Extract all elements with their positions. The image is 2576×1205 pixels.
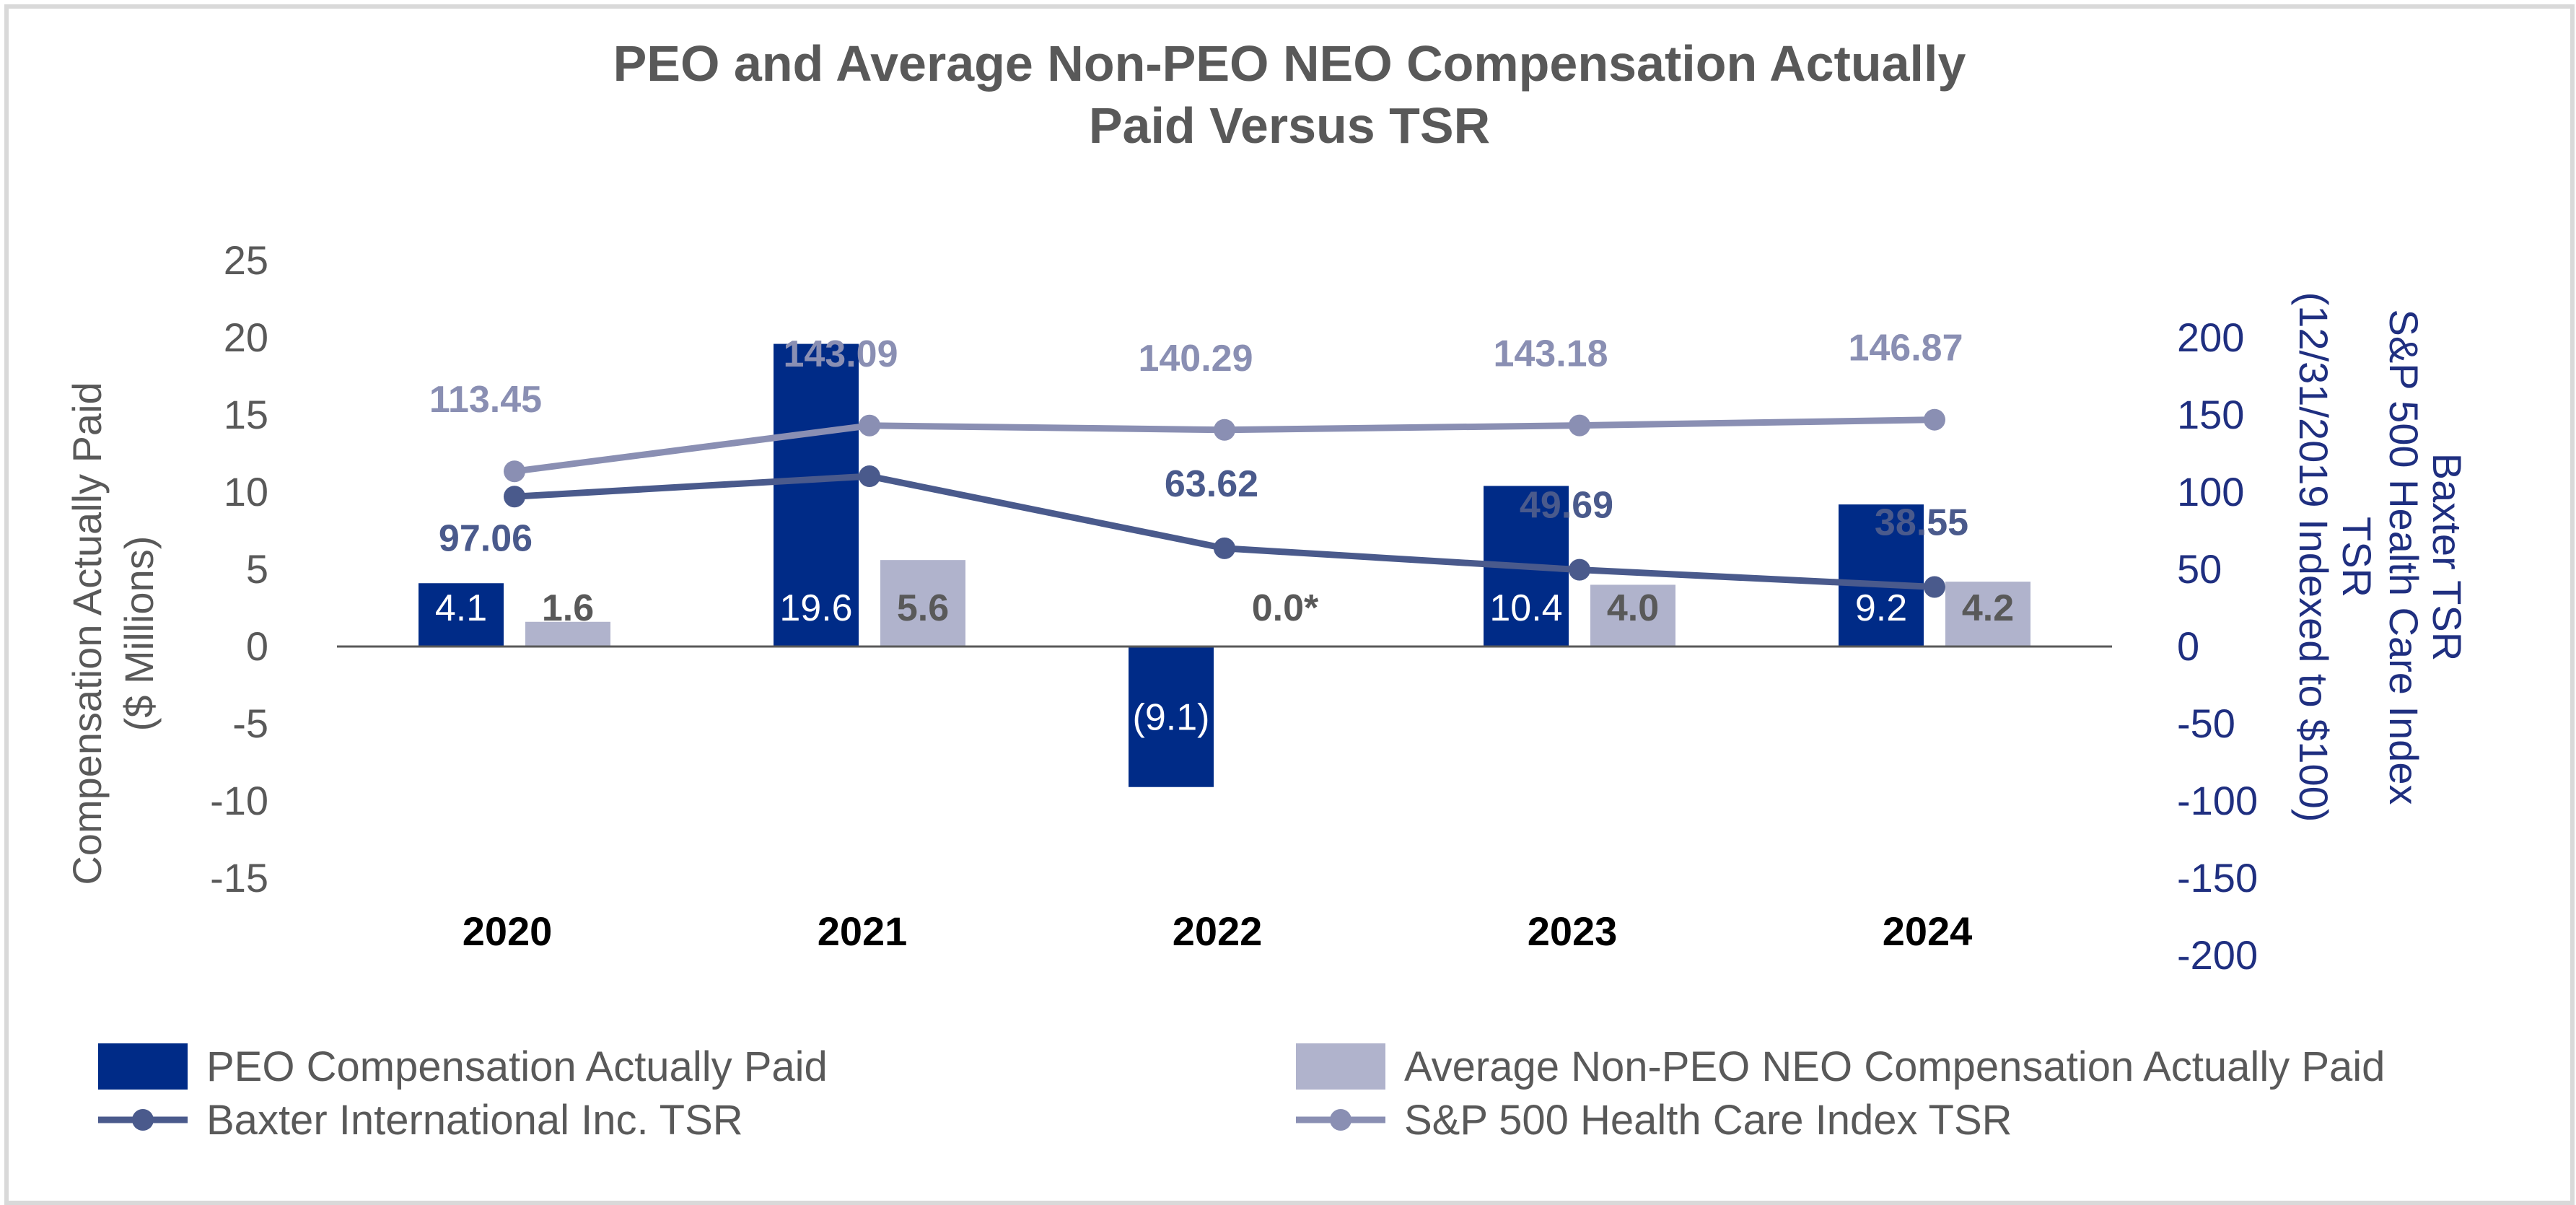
left-axis-ticks: 25 20 15 10 5 0 -5 -10 -15 bbox=[210, 237, 268, 901]
bar-data-label: 0.0* bbox=[1252, 587, 1319, 629]
category-label-2023: 2023 bbox=[1528, 908, 1618, 954]
right-axis-ticks: 200 150 100 50 0 -50 -100 -150 -200 bbox=[2177, 315, 2258, 978]
chart-title-line2: Paid Versus TSR bbox=[1089, 97, 1490, 154]
legend-label: Baxter International Inc. TSR bbox=[206, 1097, 743, 1144]
sp500-point-2021 bbox=[859, 414, 880, 437]
bar-non-peo-2021 bbox=[880, 560, 965, 647]
bar-data-label: 4.1 bbox=[435, 587, 487, 629]
baxter-point-2022 bbox=[1214, 537, 1235, 559]
right-tick-label: -50 bbox=[2177, 701, 2235, 746]
bar-data-label: 19.6 bbox=[779, 587, 852, 629]
compensation-vs-tsr-chart: PEO and Average Non-PEO NEO Compensation… bbox=[64, 35, 2470, 1144]
bar-non-peo-2024 bbox=[1945, 582, 2030, 647]
bar-peo-2020 bbox=[419, 583, 504, 647]
sp500-point-2024 bbox=[1924, 408, 1945, 431]
line-data-label: 143.09 bbox=[783, 333, 898, 375]
baxter-point-2021 bbox=[859, 465, 880, 487]
bar-data-label: 5.6 bbox=[897, 587, 949, 629]
category-label-2020: 2020 bbox=[463, 908, 553, 954]
legend-swatch-marker bbox=[1330, 1109, 1351, 1131]
legend-label: Average Non-PEO NEO Compensation Actuall… bbox=[1404, 1043, 2385, 1090]
right-axis-title-line3: TSR bbox=[2334, 517, 2380, 597]
left-tick-label: 5 bbox=[246, 546, 268, 592]
bar-data-label: 4.2 bbox=[1962, 587, 2014, 629]
sp500-point-2023 bbox=[1569, 414, 1590, 437]
right-tick-label: 200 bbox=[2177, 315, 2244, 360]
baxter-point-2024 bbox=[1924, 576, 1945, 598]
left-tick-label: -5 bbox=[232, 701, 268, 746]
bar-data-label: 10.4 bbox=[1489, 587, 1562, 629]
left-tick-label: 15 bbox=[224, 392, 268, 437]
right-axis-title-line2: S&P 500 Health Care Index bbox=[2381, 310, 2427, 805]
baxter-point-2020 bbox=[504, 486, 525, 508]
left-tick-label: 0 bbox=[246, 623, 268, 669]
legend-swatch-bar bbox=[98, 1043, 188, 1090]
category-label-2021: 2021 bbox=[818, 908, 908, 954]
line-series-group bbox=[504, 408, 1945, 598]
left-axis-title-line1: Compensation Actually Paid bbox=[64, 382, 110, 885]
bar-non-peo-2020 bbox=[525, 621, 610, 647]
bar-data-label: 1.6 bbox=[542, 587, 594, 629]
category-labels: 2020 2021 2022 2023 2024 bbox=[463, 908, 1973, 954]
bar-data-label: (9.1) bbox=[1133, 696, 1210, 738]
right-tick-label: 50 bbox=[2177, 546, 2222, 592]
bar-peo-2021 bbox=[774, 343, 859, 647]
line-data-label: 97.06 bbox=[439, 517, 533, 559]
line-data-label: 140.29 bbox=[1138, 338, 1253, 380]
right-axis-title-line1: Baxter TSR bbox=[2424, 453, 2470, 661]
bar-data-label: 9.2 bbox=[1855, 587, 1907, 629]
line-data-label: 49.69 bbox=[1520, 485, 1613, 527]
baxter-point-2023 bbox=[1569, 558, 1590, 581]
right-tick-label: -100 bbox=[2177, 778, 2258, 823]
sp500-point-2020 bbox=[504, 460, 525, 483]
sp500-point-2022 bbox=[1214, 419, 1235, 441]
right-axis-title-line4: (12/31/2019 Indexed to $100) bbox=[2291, 292, 2336, 823]
line-data-label: 63.62 bbox=[1165, 463, 1258, 505]
bar-data-label: 4.0 bbox=[1607, 587, 1659, 629]
line-data-label: 38.55 bbox=[1875, 502, 1968, 544]
right-tick-label: 150 bbox=[2177, 392, 2244, 437]
right-tick-label: -200 bbox=[2177, 932, 2258, 978]
left-tick-label: -15 bbox=[210, 855, 268, 901]
legend-label: S&P 500 Health Care Index TSR bbox=[1404, 1097, 2012, 1144]
left-tick-label: -10 bbox=[210, 778, 268, 823]
chart-frame: PEO and Average Non-PEO NEO Compensation… bbox=[4, 4, 2575, 1205]
legend-label: PEO Compensation Actually Paid bbox=[206, 1043, 828, 1090]
line-data-label: 113.45 bbox=[429, 379, 542, 421]
left-axis-title-line2: ($ Millions) bbox=[116, 536, 162, 732]
legend-swatch-bar bbox=[1296, 1043, 1385, 1090]
left-tick-label: 10 bbox=[224, 469, 268, 514]
bar-non-peo-2023 bbox=[1590, 584, 1675, 647]
right-tick-label: 100 bbox=[2177, 469, 2244, 514]
bar-series-group bbox=[419, 343, 2030, 787]
data-labels-group: 4.1 19.6 (9.1) 10.4 9.2 1.6 5.6 0.0* 4.0 4.2 97.06… bbox=[429, 328, 2014, 739]
legend-swatch-marker bbox=[132, 1109, 154, 1131]
chart-title-line1: PEO and Average Non-PEO NEO Compensation… bbox=[613, 35, 1966, 92]
line-data-label: 146.87 bbox=[1848, 328, 1963, 369]
line-data-label: 143.18 bbox=[1493, 333, 1608, 375]
bar-peo-2022 bbox=[1129, 647, 1214, 787]
left-tick-label: 20 bbox=[224, 315, 268, 360]
category-label-2024: 2024 bbox=[1883, 908, 1973, 954]
right-tick-label: 0 bbox=[2177, 623, 2199, 669]
bar-peo-2024 bbox=[1839, 504, 1924, 647]
category-label-2022: 2022 bbox=[1173, 908, 1263, 954]
left-tick-label: 25 bbox=[224, 237, 268, 283]
right-tick-label: -150 bbox=[2177, 855, 2258, 901]
legend: PEO Compensation Actually Paid Average No… bbox=[98, 1043, 2385, 1144]
